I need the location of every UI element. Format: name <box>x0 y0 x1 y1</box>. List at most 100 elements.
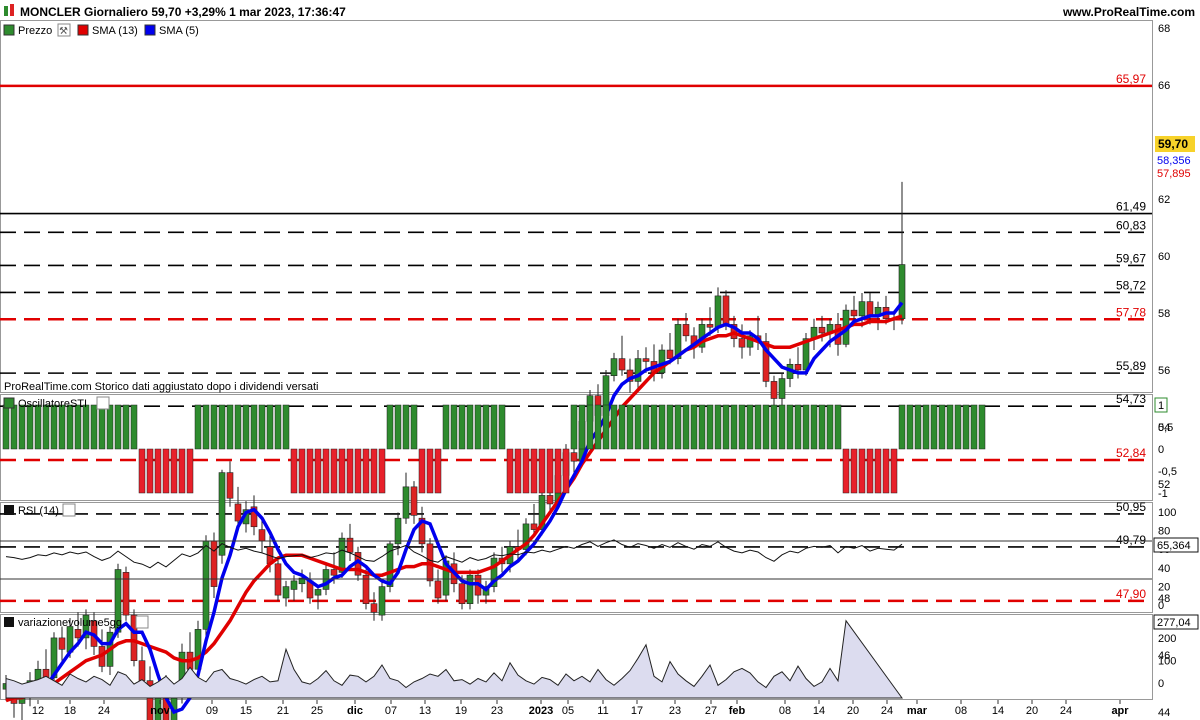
sti-bar <box>434 448 442 494</box>
x-tick-label: 13 <box>419 705 431 717</box>
x-tick-label: 14 <box>992 705 1004 717</box>
sti-bar <box>2 404 10 450</box>
sti-bar <box>482 404 490 450</box>
sti-bar <box>210 404 218 450</box>
x-tick-label: 27 <box>705 705 717 717</box>
sti-bar <box>314 448 322 494</box>
sti-bar <box>226 404 234 450</box>
candle-body <box>666 349 674 359</box>
price-panel-frame <box>0 20 1153 393</box>
level-label-8: 52,84 <box>1116 446 1146 460</box>
vol-legend-label[interactable]: variazionevolume5gg <box>18 617 122 629</box>
sti-bar <box>978 404 986 450</box>
sti-bar <box>738 404 746 450</box>
vol-wrench-icon[interactable] <box>135 615 149 629</box>
sma13-value-label: 57,895 <box>1157 168 1191 180</box>
price-tick: 44 <box>1158 707 1170 719</box>
sti-bar <box>290 448 298 494</box>
rsi-panel-frame <box>0 502 1153 613</box>
candle-body <box>330 569 338 576</box>
sti-bar <box>58 404 66 450</box>
vol-legend: variazionevolume5gg <box>4 615 149 629</box>
sti-bar <box>554 448 562 494</box>
x-tick-label: 18 <box>64 705 76 717</box>
sti-bar <box>466 404 474 450</box>
sti-bar <box>834 404 842 450</box>
sti-bar <box>122 404 130 450</box>
x-tick-label: 23 <box>491 705 503 717</box>
wrench-icon-glyph: ⚒ <box>59 26 68 37</box>
sti-bar <box>706 404 714 450</box>
x-tick-label: 21 <box>277 705 289 717</box>
volume-change-area <box>5 619 903 699</box>
level-label-7: 54,73 <box>1116 392 1146 406</box>
x-tick-label: 24 <box>1060 705 1072 717</box>
sti-wrench-icon[interactable] <box>96 396 110 410</box>
rsi-tick: 0 <box>1158 600 1164 612</box>
rsi-legend-label[interactable]: RSI (14) <box>18 505 59 517</box>
sti-bar <box>922 404 930 450</box>
sti-bar <box>218 404 226 450</box>
sti-bar <box>298 448 306 494</box>
sti-bar <box>938 404 946 450</box>
rsi-wrench-icon[interactable] <box>62 503 76 517</box>
candle-body <box>258 529 266 542</box>
vol-last-value: 277,04 <box>1157 617 1191 629</box>
candle-body <box>434 580 442 599</box>
sti-bar <box>282 404 290 450</box>
legend-sma13[interactable]: SMA (13) <box>92 25 138 37</box>
rsi-tick: 40 <box>1158 563 1170 575</box>
legend-prezzo-swatch <box>3 24 15 36</box>
sti-bar <box>594 404 602 450</box>
sti-bar <box>250 404 258 450</box>
price-tick: 58 <box>1158 308 1170 320</box>
candle-body <box>234 503 242 522</box>
candle-body <box>410 486 418 516</box>
legend-sma5[interactable]: SMA (5) <box>159 25 199 37</box>
sti-bar <box>970 404 978 450</box>
x-tick-label: 11 <box>597 705 608 717</box>
sti-legend-swatch <box>3 397 15 409</box>
candle-body <box>138 660 146 681</box>
candle-body <box>386 543 394 587</box>
volume-y-axis: 200 100 0 277,04 <box>1153 614 1199 690</box>
legend-prezzo[interactable]: Prezzo <box>18 25 52 37</box>
level-label-10: 49,79 <box>1116 533 1146 547</box>
x-tick-label: 25 <box>311 705 323 717</box>
candle-body <box>338 537 346 573</box>
sti-bar <box>74 404 82 450</box>
candle-body <box>778 378 786 399</box>
price-tick: 56 <box>1158 365 1170 377</box>
sti-bar <box>786 404 794 450</box>
sti-bar <box>82 404 90 450</box>
price-tick: 46 <box>1158 650 1170 662</box>
x-tick-label: 15 <box>240 705 252 717</box>
x-tick-label: 12 <box>32 705 44 717</box>
candle-body <box>530 523 538 530</box>
sti-bar <box>546 448 554 494</box>
candle-body <box>522 523 530 550</box>
sti-bar <box>506 448 514 494</box>
sti-legend-label[interactable]: OscillatoreSTI <box>18 398 87 410</box>
candle-body <box>346 537 354 553</box>
sti-bar <box>474 404 482 450</box>
sti-bar <box>442 404 450 450</box>
candle-body <box>546 495 554 505</box>
legend-sma13-swatch <box>77 24 89 36</box>
candle-body <box>218 472 226 556</box>
sti-bar <box>954 404 962 450</box>
rsi-tick: 80 <box>1158 526 1170 538</box>
sti-bar <box>394 404 402 450</box>
x-tick-label: 08 <box>779 705 791 717</box>
level-label-5: 57,78 <box>1116 305 1146 319</box>
wrench-icon[interactable] <box>57 23 71 37</box>
sti-last-badge <box>1154 397 1168 413</box>
price-levels: 65,97 61,49 60,83 59,67 58,72 57,78 55,89 54,73… <box>0 72 1152 603</box>
candle-body <box>898 264 906 319</box>
site-link[interactable]: www.ProRealTime.com <box>1062 5 1195 19</box>
app-logo-icon <box>4 6 8 16</box>
sti-bar <box>354 448 362 494</box>
sti-legend: OscillatoreSTI <box>3 396 110 410</box>
candle-body <box>122 572 130 616</box>
x-tick-label: mar <box>907 705 928 717</box>
